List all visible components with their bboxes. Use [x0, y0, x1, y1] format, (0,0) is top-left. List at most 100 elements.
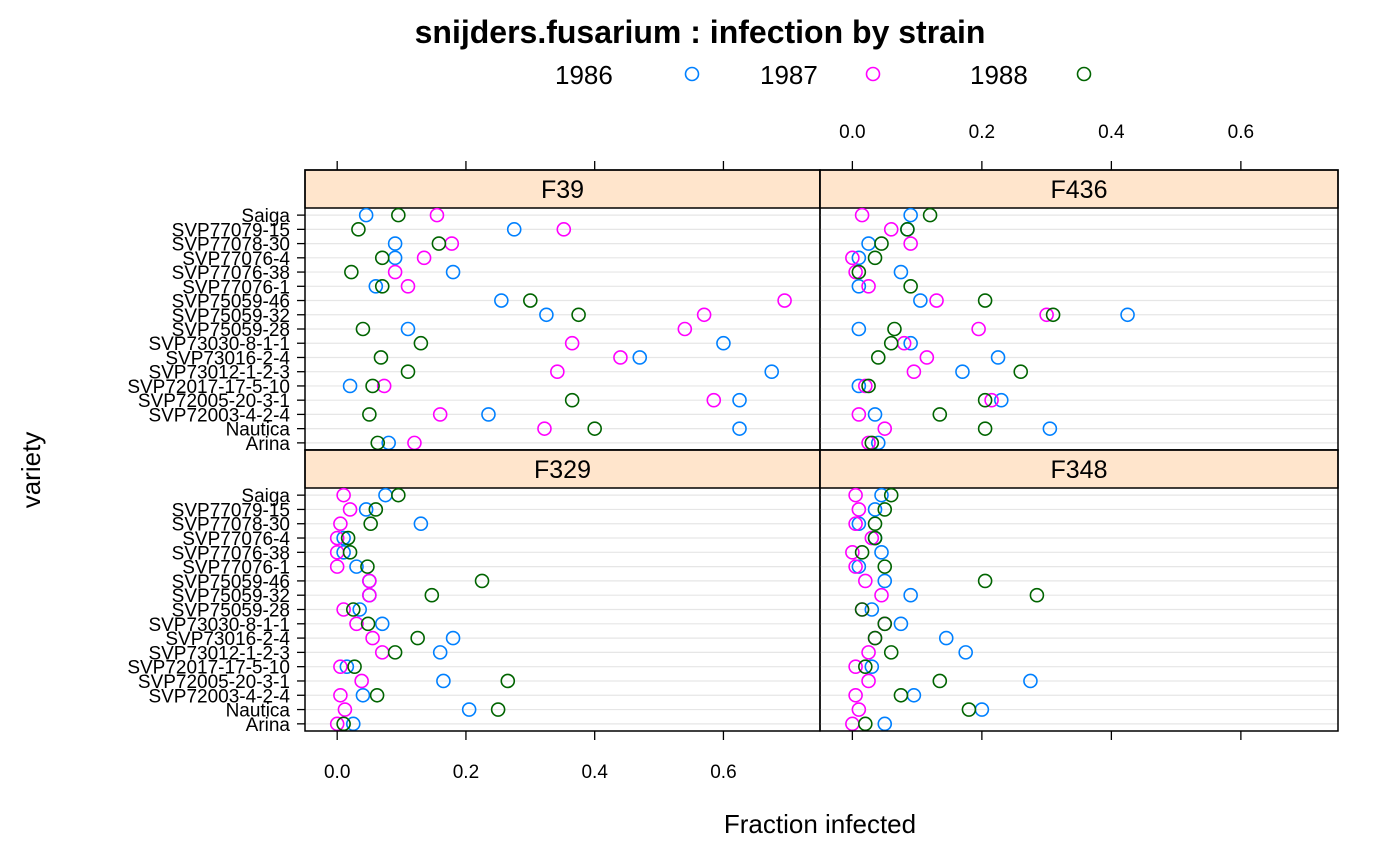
x-axis-label: Fraction infected	[724, 809, 916, 839]
point-f348-1987	[848, 659, 863, 674]
point-f39-1988	[373, 350, 389, 365]
category-label: SVP73016-2-4	[165, 348, 290, 369]
point-f329-1987	[342, 502, 358, 517]
category-label: SVP72017-17-5-10	[127, 658, 290, 679]
point-f348-1987	[845, 545, 860, 560]
strip-label-f329: F329	[534, 456, 591, 484]
point-f436-1987	[877, 421, 893, 436]
point-f329-1986	[445, 630, 461, 646]
point-f329-1988	[347, 659, 362, 674]
point-f39-1986	[732, 421, 747, 436]
point-f348-1987	[848, 559, 863, 574]
x-tick-label-bottom: 0.0	[324, 762, 350, 783]
point-f39-1988	[355, 321, 371, 337]
point-f348-1987	[858, 573, 873, 589]
point-f39-1986	[764, 364, 780, 380]
point-f39-1987	[696, 307, 712, 323]
point-f329-1988	[391, 487, 406, 503]
point-f436-1988	[883, 335, 899, 351]
point-f436-1988	[874, 236, 889, 251]
point-f39-1986	[632, 350, 648, 365]
point-f39-1988	[344, 264, 359, 280]
category-label: SVP73016-2-4	[165, 629, 290, 650]
point-f348-1988	[961, 702, 977, 717]
point-f348-1988	[883, 487, 899, 503]
point-f348-1986	[938, 630, 954, 646]
point-f329-1986	[336, 530, 351, 546]
point-f329-1986	[461, 702, 477, 717]
point-f39-1986	[342, 378, 358, 394]
chart-title: snijders.fusarium : infection by strain	[415, 14, 986, 50]
panel-border	[819, 449, 1339, 732]
strip-label-f348: F348	[1051, 456, 1108, 484]
point-f436-1987	[851, 407, 867, 422]
category-label: SVP73030-8-1-1	[148, 615, 290, 636]
point-f329-1988	[363, 516, 378, 532]
point-f348-1986	[893, 616, 909, 632]
point-f348-1986	[877, 573, 893, 589]
point-f329-1988	[369, 687, 385, 703]
point-f436-1986	[1120, 307, 1135, 323]
point-f436-1988	[922, 207, 938, 223]
point-f348-1988	[854, 545, 870, 560]
category-label: SVP73030-8-1-1	[148, 334, 290, 355]
point-f39-1988	[374, 278, 390, 294]
point-f436-1988	[867, 250, 883, 266]
point-f329-1986	[339, 659, 355, 674]
point-f348-1988	[877, 502, 893, 517]
point-f348-1988	[1029, 587, 1045, 603]
point-f348-1987	[851, 702, 867, 717]
point-f329-1987	[349, 616, 364, 632]
point-f436-1986	[903, 207, 918, 223]
point-f39-1988	[587, 421, 602, 436]
point-f348-1988	[883, 645, 899, 660]
point-f348-1986	[867, 502, 883, 517]
category-label: Nautica	[226, 420, 291, 441]
x-tick-label-top: 0.6	[1228, 122, 1254, 143]
point-f348-1987	[861, 645, 876, 660]
point-f39-1987	[376, 378, 392, 394]
point-f436-1986	[955, 364, 970, 380]
point-f39-1986	[481, 407, 496, 422]
category-label: Arina	[246, 434, 291, 455]
x-tick-label-top: 0.2	[969, 122, 995, 143]
point-f436-1988	[932, 407, 948, 422]
strip-label-f39: F39	[541, 176, 584, 204]
point-f348-1988	[877, 559, 893, 574]
point-f39-1987	[550, 364, 565, 380]
point-f329-1988	[474, 573, 490, 589]
point-f39-1988	[564, 392, 580, 408]
panel-border	[304, 449, 821, 732]
point-f39-1988	[365, 378, 380, 394]
point-f436-1987	[971, 321, 986, 337]
point-f39-1986	[400, 321, 416, 337]
point-f329-1988	[424, 587, 440, 603]
point-f329-1987	[329, 530, 345, 546]
point-f329-1986	[336, 545, 351, 560]
axes: SaigaSVP77079-15SVP77078-30SVP77076-4SVP…	[127, 122, 1254, 783]
point-f436-1987	[903, 236, 918, 251]
point-f329-1988	[368, 502, 384, 517]
category-label: SVP77079-15	[172, 500, 290, 521]
point-f329-1987	[336, 487, 351, 503]
point-f39-1986	[358, 207, 374, 223]
point-f329-1987	[329, 559, 345, 574]
point-f436-1987	[883, 222, 899, 237]
point-f348-1988	[932, 673, 948, 689]
point-f39-1988	[391, 207, 406, 223]
panel-f329: F329	[304, 449, 821, 732]
point-f348-1987	[848, 687, 863, 703]
point-f329-1988	[490, 702, 506, 717]
y-axis-label: variety	[16, 432, 46, 509]
point-f329-1986	[413, 516, 429, 532]
point-f329-1986	[374, 616, 390, 632]
category-label: SVP72017-17-5-10	[127, 377, 290, 398]
point-f39-1986	[368, 278, 384, 294]
point-f436-1986	[851, 378, 867, 394]
point-f436-1988	[851, 264, 867, 280]
point-f39-1988	[400, 364, 416, 380]
point-f329-1988	[360, 559, 375, 574]
point-f436-1986	[867, 407, 883, 422]
legend: 1986 1987 1988	[555, 60, 1092, 90]
